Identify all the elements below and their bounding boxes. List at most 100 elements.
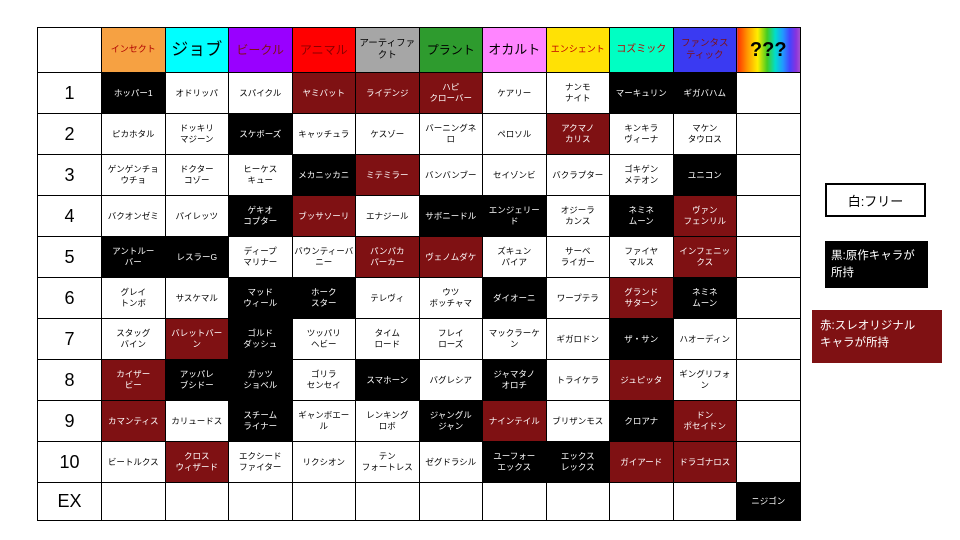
grid-cell: スパイクル — [228, 72, 293, 114]
grid-cell: キャッチュラ — [291, 113, 356, 155]
grid-cell — [736, 236, 801, 278]
grid-cell: ゴリラ センセイ — [291, 359, 356, 401]
grid-cell: エンジェリー ド — [482, 195, 547, 237]
grid-cell: ユーフォー エックス — [482, 441, 547, 483]
grid-cell: ギガバハム — [672, 72, 737, 114]
column-header-4: アニマル — [291, 27, 356, 73]
grid-cell: ツッパリ ヘビー — [291, 318, 356, 360]
grid-cell: ハオーディン — [672, 318, 737, 360]
grid-cell — [609, 482, 674, 521]
grid-cell: カリュードス — [164, 400, 229, 442]
grid-cell — [736, 400, 801, 442]
grid-cell: カイザー ビー — [101, 359, 166, 401]
grid-cell: マケン タウロス — [672, 113, 737, 155]
grid-cell: スケボーズ — [228, 113, 293, 155]
grid-cell: ヴァン フェンリル — [672, 195, 737, 237]
grid-cell: マッド ウィール — [228, 277, 293, 319]
grid-cell: エナジール — [355, 195, 420, 237]
grid-cell: ゼグドラシル — [418, 441, 483, 483]
grid-cell: ザ・サン — [609, 318, 674, 360]
column-header-5: アーティファ クト — [355, 27, 420, 73]
grid-cell: ゲンゲンチョ ウチョ — [101, 154, 166, 196]
grid-cell: バレットバー ン — [164, 318, 229, 360]
row-label-9: 9 — [37, 400, 102, 442]
grid-cell — [736, 113, 801, 155]
grid-cell: ブリザンモス — [545, 400, 610, 442]
grid-cell: スタッグ バイン — [101, 318, 166, 360]
grid-cell: バーニングネ ロ — [418, 113, 483, 155]
grid-cell: オジーラ カンス — [545, 195, 610, 237]
column-header-6: プラント — [418, 27, 483, 73]
grid-cell: キンキラ ヴィーナ — [609, 113, 674, 155]
grid-cell: ニジゴン — [736, 482, 801, 521]
legend-original-owner: 黒:原作キャラが 所持 — [825, 241, 928, 288]
column-header-1: インセクト — [101, 27, 166, 73]
grid-cell: ドッキリ マジーン — [164, 113, 229, 155]
grid-cell: ガイアード — [609, 441, 674, 483]
ownership-table-wrap: インセクト ジョブ ビークル アニマル アーティファ クト プラント オカルト エンシェントコ… — [37, 27, 801, 521]
grid-cell: バクラプター — [545, 154, 610, 196]
grid-cell — [545, 482, 610, 521]
grid-cell: パイレッツ — [164, 195, 229, 237]
grid-cell: クロアナ — [609, 400, 674, 442]
grid-cell: ミテミラー — [355, 154, 420, 196]
grid-cell: ゲキオ コプター — [228, 195, 293, 237]
grid-cell: ヒーケス キュー — [228, 154, 293, 196]
grid-cell — [736, 72, 801, 114]
grid-cell: タイム ロード — [355, 318, 420, 360]
grid-cell — [736, 318, 801, 360]
grid-cell: ユニコン — [672, 154, 737, 196]
grid-cell: レスラーG — [164, 236, 229, 278]
grid-cell: カマンティス — [101, 400, 166, 442]
grid-cell — [355, 482, 420, 521]
grid-cell: フレイ ローズ — [418, 318, 483, 360]
grid-cell: ペロソル — [482, 113, 547, 155]
grid-cell — [418, 482, 483, 521]
grid-cell: ライデンジ — [355, 72, 420, 114]
row-label-10: 10 — [37, 441, 102, 483]
grid-cell — [736, 154, 801, 196]
grid-cell: ブッサソーリ — [291, 195, 356, 237]
grid-cell: オドリッパ — [164, 72, 229, 114]
grid-cell — [736, 441, 801, 483]
grid-cell: ファイヤ マルス — [609, 236, 674, 278]
column-header-9: コズミック — [609, 27, 674, 73]
grid-cell: リクシオン — [291, 441, 356, 483]
grid-cell: ギングリフォ ン — [672, 359, 737, 401]
grid-cell: レンキング ロボ — [355, 400, 420, 442]
grid-cell: バグレシア — [418, 359, 483, 401]
grid-cell: エクシード ファイター — [228, 441, 293, 483]
grid-cell — [291, 482, 356, 521]
grid-cell: ヤミバット — [291, 72, 356, 114]
grid-cell: ドラゴナロス — [672, 441, 737, 483]
column-header-11: ??? — [736, 27, 801, 73]
row-label-6: 6 — [37, 277, 102, 319]
grid-cell: テレヴィ — [355, 277, 420, 319]
grid-cell: バンバンブー — [418, 154, 483, 196]
grid-cell: クロス ウィザード — [164, 441, 229, 483]
grid-cell: ゴルド ダッシュ — [228, 318, 293, 360]
grid-cell — [101, 482, 166, 521]
row-label-2: 2 — [37, 113, 102, 155]
grid-cell: ドクター コゾー — [164, 154, 229, 196]
row-label-7: 7 — [37, 318, 102, 360]
grid-cell: ホーク スター — [291, 277, 356, 319]
grid-cell — [228, 482, 293, 521]
grid-cell: ダイオーニ — [482, 277, 547, 319]
grid-cell — [736, 277, 801, 319]
grid-cell: テン フォートレス — [355, 441, 420, 483]
row-label-3: 3 — [37, 154, 102, 196]
grid-cell: ゴキゲン メテオン — [609, 154, 674, 196]
row-label-8: 8 — [37, 359, 102, 401]
grid-cell: バウンティーバ ニー — [291, 236, 356, 278]
grid-cell: アクマノ カリス — [545, 113, 610, 155]
grid-cell: ヴェノムダケ — [418, 236, 483, 278]
grid-cell: パンパカ パーカー — [355, 236, 420, 278]
column-header-3: ビークル — [228, 27, 293, 73]
grid-cell: ワープテラ — [545, 277, 610, 319]
grid-cell — [482, 482, 547, 521]
grid-cell: スマホーン — [355, 359, 420, 401]
grid-cell: ピカホタル — [101, 113, 166, 155]
grid-cell: メカニッカニ — [291, 154, 356, 196]
ownership-table: インセクト ジョブ ビークル アニマル アーティファ クト プラント オカルト エンシェントコ… — [37, 27, 801, 521]
